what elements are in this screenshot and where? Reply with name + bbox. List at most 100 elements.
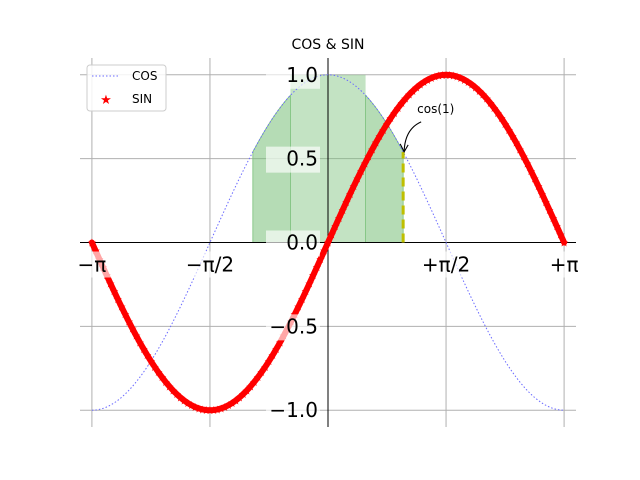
series-marker: ★ [294, 301, 304, 314]
x-tick-box [61, 251, 122, 278]
series-marker: ★ [511, 137, 521, 150]
y-tick-box [266, 398, 320, 425]
series-marker: ★ [445, 69, 455, 82]
series-marker: ★ [312, 261, 322, 274]
series-marker: ★ [437, 69, 447, 82]
series-marker: ★ [330, 220, 340, 233]
series-marker: ★ [412, 82, 422, 95]
series-marker: ★ [305, 277, 315, 290]
y-tick-label: 1.0 [286, 63, 318, 87]
series-marker: ★ [423, 74, 433, 87]
series-marker: ★ [220, 401, 230, 414]
series-marker: ★ [353, 172, 363, 185]
series-marker: ★ [364, 150, 374, 163]
series-marker: ★ [474, 85, 484, 98]
series-marker: ★ [323, 237, 333, 250]
series-marker: ★ [508, 130, 518, 143]
series-marker: ★ [297, 293, 307, 306]
series-marker: ★ [345, 188, 355, 201]
series-marker: ★ [87, 237, 97, 250]
x-tick-label: +π/2 [422, 253, 470, 277]
series-marker: ★ [246, 380, 256, 393]
y-tick-label: −1.0 [269, 398, 318, 422]
series-marker: ★ [113, 293, 123, 306]
series-marker: ★ [397, 97, 407, 110]
series-marker: ★ [367, 143, 377, 156]
series-marker: ★ [448, 70, 458, 83]
series-marker: ★ [485, 97, 495, 110]
x-tick-box [534, 251, 595, 278]
series-marker: ★ [386, 112, 396, 125]
series-marker: ★ [441, 69, 451, 82]
y-tick-box [266, 146, 320, 173]
series-marker: ★ [537, 188, 547, 201]
legend-label-cos: COS [132, 69, 157, 83]
series-marker: ★ [526, 165, 536, 178]
y-tick-label: −0.5 [269, 314, 318, 338]
series-marker: ★ [242, 384, 252, 397]
series-marker: ★ [430, 71, 440, 84]
series-marker: ★ [271, 343, 281, 356]
x-tick-label: −π [77, 253, 106, 277]
y-tick-box [266, 314, 320, 341]
series-marker: ★ [489, 102, 499, 115]
series-marker: ★ [404, 89, 414, 102]
series-marker: ★ [559, 237, 569, 250]
series-marker: ★ [116, 301, 126, 314]
legend-label-sin: SIN [132, 92, 152, 106]
series-marker: ★ [231, 394, 241, 407]
series-marker: ★ [164, 380, 174, 393]
series-marker: ★ [308, 269, 318, 282]
series-marker: ★ [375, 130, 385, 143]
series-marker: ★ [419, 76, 429, 89]
series-marker: ★ [338, 204, 348, 217]
legend-swatch-sin: ★ [100, 93, 112, 108]
series-marker: ★ [555, 228, 565, 241]
y-tick-box [266, 230, 320, 257]
series-marker: ★ [190, 401, 200, 414]
series-marker: ★ [500, 118, 510, 131]
series-marker: ★ [212, 403, 222, 416]
series-marker: ★ [168, 384, 178, 397]
series-marker: ★ [198, 403, 208, 416]
annotation-arrowhead [399, 143, 409, 154]
series-marker: ★ [533, 180, 543, 193]
series-marker: ★ [187, 399, 197, 412]
series-marker: ★ [253, 371, 263, 384]
series-marker: ★ [519, 150, 529, 163]
annotation-text: cos(1) [417, 102, 454, 116]
series-marker: ★ [456, 72, 466, 85]
series-marker: ★ [382, 118, 392, 131]
series-marker: ★ [434, 70, 444, 83]
series-marker: ★ [530, 172, 540, 185]
series-marker: ★ [327, 228, 337, 241]
series-marker: ★ [235, 391, 245, 404]
series-marker: ★ [471, 82, 481, 95]
series-marker: ★ [393, 102, 403, 115]
series-marker: ★ [105, 277, 115, 290]
series-marker: ★ [209, 404, 219, 417]
x-tick-box [179, 251, 240, 278]
x-tick-label: +π [550, 253, 579, 277]
series-marker: ★ [515, 143, 525, 156]
series-marker: ★ [522, 157, 532, 170]
series-marker: ★ [349, 180, 359, 193]
series-marker: ★ [544, 204, 554, 217]
series-marker: ★ [157, 371, 167, 384]
series-marker: ★ [467, 79, 477, 92]
series-marker: ★ [223, 399, 233, 412]
series-marker: ★ [153, 366, 163, 379]
series-marker: ★ [496, 112, 506, 125]
series-marker: ★ [260, 361, 270, 374]
series-marker: ★ [493, 107, 503, 120]
series-marker: ★ [183, 397, 193, 410]
series-marker: ★ [257, 366, 267, 379]
series-line-cos [91, 74, 565, 411]
series-marker: ★ [128, 323, 138, 336]
series-marker: ★ [109, 285, 119, 298]
series-marker: ★ [135, 336, 145, 349]
series-marker: ★ [504, 124, 514, 137]
series-marker: ★ [319, 245, 329, 258]
series-marker: ★ [120, 308, 130, 321]
